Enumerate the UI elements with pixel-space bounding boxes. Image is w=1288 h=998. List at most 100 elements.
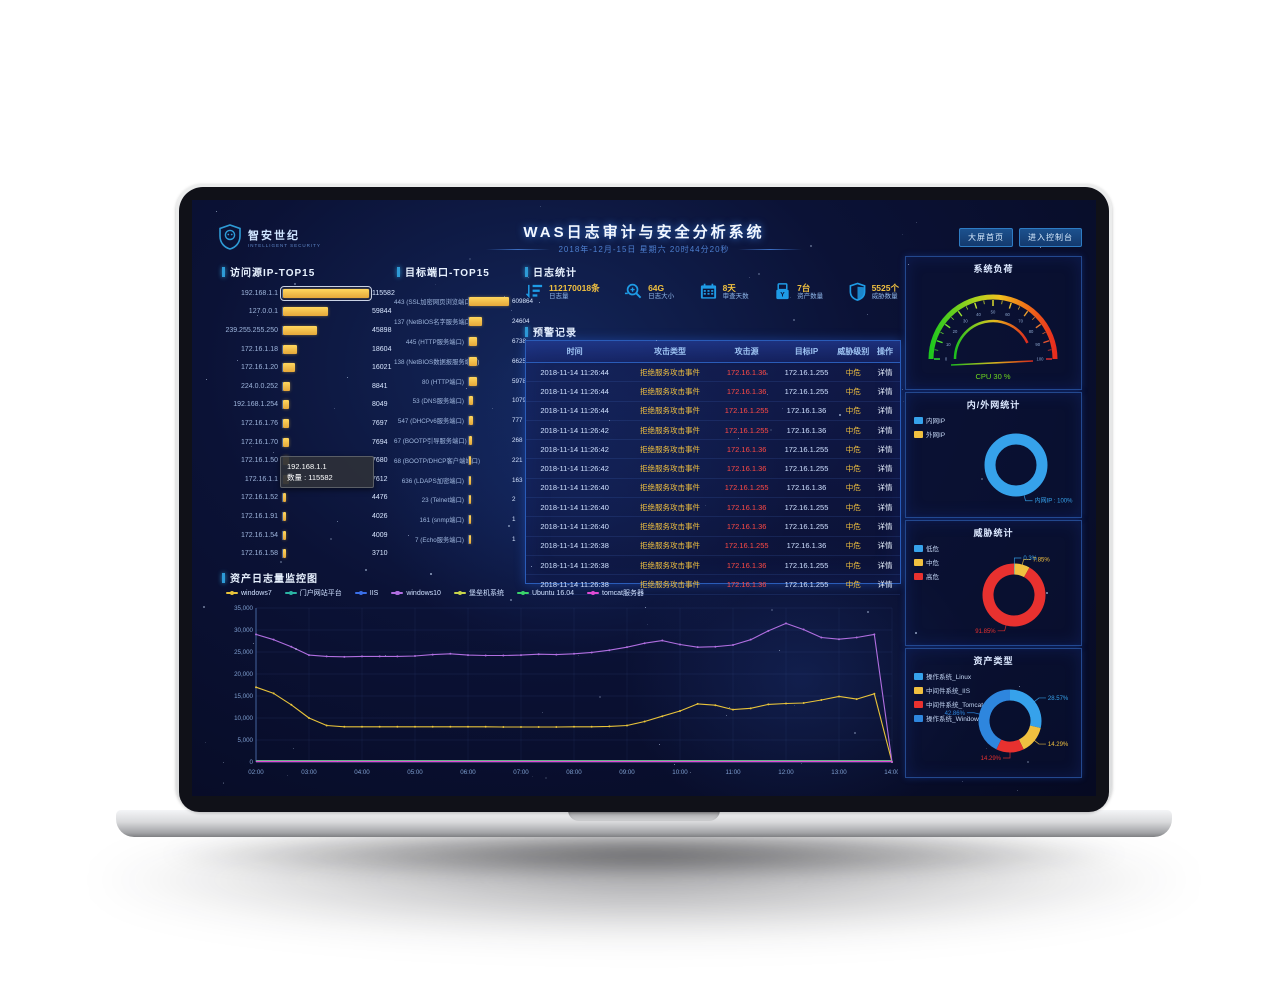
star — [758, 273, 760, 275]
svg-text:30,000: 30,000 — [234, 627, 253, 634]
bar-track — [282, 307, 369, 317]
table-cell: 中危 — [845, 579, 861, 589]
svg-text:5,000: 5,000 — [238, 737, 254, 744]
star — [801, 763, 802, 764]
table-cell: 2018-11-14 11:26:38 — [540, 579, 609, 589]
bar-row: 192.168.1.254 8049 — [222, 396, 400, 415]
chart-tooltip: 192.168.1.1 数量 : 115582 — [280, 456, 374, 488]
svg-text:15,000: 15,000 — [234, 693, 253, 700]
table-cell: 172.16.1.36 — [726, 444, 767, 454]
legend-item[interactable]: 外网IP — [914, 429, 945, 439]
star — [1040, 247, 1041, 248]
table-cell: 2018-11-14 11:26:40 — [540, 502, 609, 512]
legend-item[interactable]: IIS — [354, 588, 379, 598]
legend-item[interactable]: 堡垒机系统 — [453, 588, 504, 598]
legend-item[interactable]: 内网IP — [914, 415, 945, 425]
bar-label: 172.16.1.50 — [241, 457, 278, 465]
bar-value: 6625 — [512, 357, 527, 365]
view-detail-link[interactable]: 详情 — [877, 444, 893, 454]
legend-item[interactable]: windows7 — [226, 588, 272, 598]
star — [531, 566, 532, 567]
net-donut-chart: 内网IP : 100% — [984, 433, 1073, 505]
star — [542, 712, 543, 713]
table-cell: 中危 — [845, 367, 861, 377]
bar-value: 4476 — [372, 494, 388, 502]
star — [545, 777, 547, 779]
legend-label: Ubuntu 16.04 — [531, 589, 574, 597]
svg-text:05:00: 05:00 — [407, 769, 423, 776]
svg-text:Y: Y — [780, 292, 785, 299]
bar-row: 23 (Telnet端口) 2 — [394, 490, 528, 510]
star — [540, 206, 541, 207]
bar-value: 1079 — [512, 397, 527, 405]
legend-item[interactable]: 中间件系统_Tomcat — [914, 699, 983, 709]
star — [767, 394, 768, 395]
cpu-gauge-chart: 0 10 20 30 40 50 60 70 80 90 100 CPU 30 % — [928, 294, 1058, 381]
star — [508, 525, 510, 527]
bar-value: 16021 — [372, 364, 392, 372]
table-cell: 拒绝服务攻击事件 — [639, 406, 700, 416]
table-cell: 中危 — [845, 483, 861, 493]
bar — [283, 437, 289, 447]
table-cell: 2018-11-14 11:26:38 — [540, 541, 609, 551]
view-detail-link[interactable]: 详情 — [877, 406, 893, 416]
table-cell: 172.16.1.255 — [724, 541, 769, 551]
legend-item[interactable]: windows10 — [391, 588, 441, 598]
star — [962, 781, 963, 782]
star — [659, 744, 660, 745]
table-row: 2018-11-14 11:26:42 拒绝服务攻击事件 172.16.1.255 1… — [526, 421, 900, 441]
star — [1046, 592, 1048, 594]
column-header: 时间 — [566, 347, 583, 356]
home-screen-button[interactable]: 大屏首页 — [959, 228, 1013, 247]
bar-row: 239.255.255.250 45898 — [222, 321, 400, 340]
table-cell: 172.16.1.36 — [726, 522, 767, 532]
star — [916, 222, 917, 223]
view-detail-link[interactable]: 详情 — [877, 541, 893, 551]
view-detail-link[interactable]: 详情 — [877, 367, 893, 377]
legend-item[interactable]: 操作系统_Linux — [914, 671, 983, 681]
legend-label: IIS — [369, 589, 379, 597]
table-cell: 172.16.1.255 — [784, 386, 829, 396]
legend-label: 堡垒机系统 — [468, 590, 504, 597]
legend-item[interactable]: 高危 — [914, 571, 939, 581]
table-cell: 中危 — [845, 425, 861, 435]
table-row: 2018-11-14 11:26:44 拒绝服务攻击事件 172.16.1.36 17… — [526, 382, 900, 402]
table-row: 2018-11-14 11:26:40 拒绝服务攻击事件 172.16.1.36 17… — [526, 498, 900, 518]
bar-value: 4026 — [372, 512, 388, 520]
view-detail-link[interactable]: 详情 — [877, 483, 893, 493]
bar-row: 127.0.0.1 59844 — [222, 303, 400, 322]
port-top15-bar-chart: 443 (SSL加密网页浏览端口) 609864 137 (NetBIOS名字服务端… — [394, 292, 533, 550]
legend-item[interactable]: 操作系统_Windows — [914, 713, 983, 723]
legend-label: tomcat服务器 — [602, 590, 645, 597]
table-row: 2018-11-14 11:26:44 拒绝服务攻击事件 172.16.1.36 17… — [526, 363, 900, 383]
bar-row: 7 (Echo服务端口) 1 — [394, 530, 528, 550]
view-detail-link[interactable]: 详情 — [877, 502, 893, 512]
view-detail-link[interactable]: 详情 — [877, 560, 893, 570]
legend-item[interactable]: 中危 — [914, 557, 939, 567]
legend-item[interactable]: Ubuntu 16.04 — [516, 588, 574, 598]
star — [408, 535, 409, 536]
bar — [283, 307, 328, 317]
table-cell: 中危 — [845, 406, 861, 416]
bar-label: 224.0.0.252 — [241, 382, 278, 390]
view-detail-link[interactable]: 详情 — [877, 386, 893, 396]
legend-item[interactable]: tomcat服务器 — [587, 588, 644, 598]
star — [915, 632, 917, 634]
enter-console-button[interactable]: 进入控制台 — [1019, 228, 1082, 247]
legend-item[interactable]: 低危 — [914, 543, 939, 553]
table-cell: 172.16.1.36 — [786, 425, 827, 435]
bar-value: 7680 — [372, 457, 388, 465]
view-detail-link[interactable]: 详情 — [877, 425, 893, 435]
legend-item[interactable]: 门户网站平台 — [284, 588, 342, 598]
stat-label: 资产数量 — [797, 292, 824, 300]
svg-text:40: 40 — [976, 312, 981, 317]
star — [511, 310, 512, 311]
view-detail-link[interactable]: 详情 — [877, 579, 893, 589]
view-detail-link[interactable]: 详情 — [877, 522, 893, 532]
legend-item[interactable]: 中间件系统_IIS — [914, 685, 983, 695]
view-detail-link[interactable]: 详情 — [877, 464, 893, 474]
table-cell: 172.16.1.255 — [784, 444, 829, 454]
bar-track — [282, 511, 369, 521]
bar-label: 127.0.0.1 — [248, 308, 278, 316]
bar — [283, 400, 289, 410]
